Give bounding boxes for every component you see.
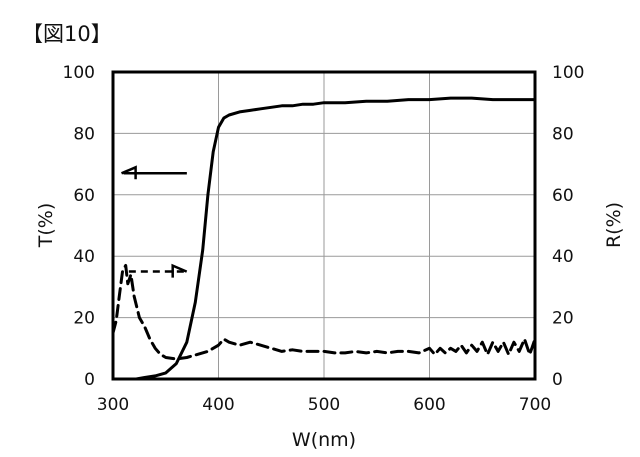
left-y-tick-label: 20 xyxy=(73,309,95,329)
x-tick-label: 700 xyxy=(519,395,551,415)
left-y-tick-label: 60 xyxy=(73,186,95,206)
x-axis-ticks: 300 400 500 600 700 xyxy=(97,395,551,415)
reflectance-series-line xyxy=(111,263,537,361)
left-y-tick-label: 80 xyxy=(73,124,95,144)
x-tick-label: 400 xyxy=(202,395,234,415)
x-tick-label: 600 xyxy=(413,395,445,415)
right-y-tick-label: 20 xyxy=(552,309,574,329)
left-y-tick-label: 0 xyxy=(84,370,95,390)
left-y-tick-label: 100 xyxy=(63,63,95,83)
arrow-right-head xyxy=(171,263,188,278)
plot-frame xyxy=(111,70,537,381)
x-axis-label: W(nm) xyxy=(292,429,356,451)
right-y-axis-label: R(%) xyxy=(603,202,625,248)
left-y-tick-label: 40 xyxy=(73,247,95,267)
figure-label: 【図10】 xyxy=(22,22,112,46)
x-tick-label: 500 xyxy=(308,395,340,415)
annotation-layer xyxy=(121,165,188,278)
right-y-axis-ticks: 0 20 40 60 80 100 xyxy=(552,63,584,390)
left-y-axis-ticks: 0 20 40 60 80 100 xyxy=(63,63,95,390)
right-y-tick-label: 0 xyxy=(552,370,563,390)
right-y-tick-label: 80 xyxy=(552,124,574,144)
right-y-tick-label: 100 xyxy=(552,63,584,83)
arrow-left-head xyxy=(121,165,137,180)
x-tick-label: 300 xyxy=(97,395,129,415)
left-y-axis-label: T(%) xyxy=(35,203,57,249)
series-layer xyxy=(111,96,537,381)
right-y-tick-label: 60 xyxy=(552,186,574,206)
transmittance-series-line xyxy=(134,96,537,381)
right-y-tick-label: 40 xyxy=(552,247,574,267)
grid-lines xyxy=(112,71,536,380)
